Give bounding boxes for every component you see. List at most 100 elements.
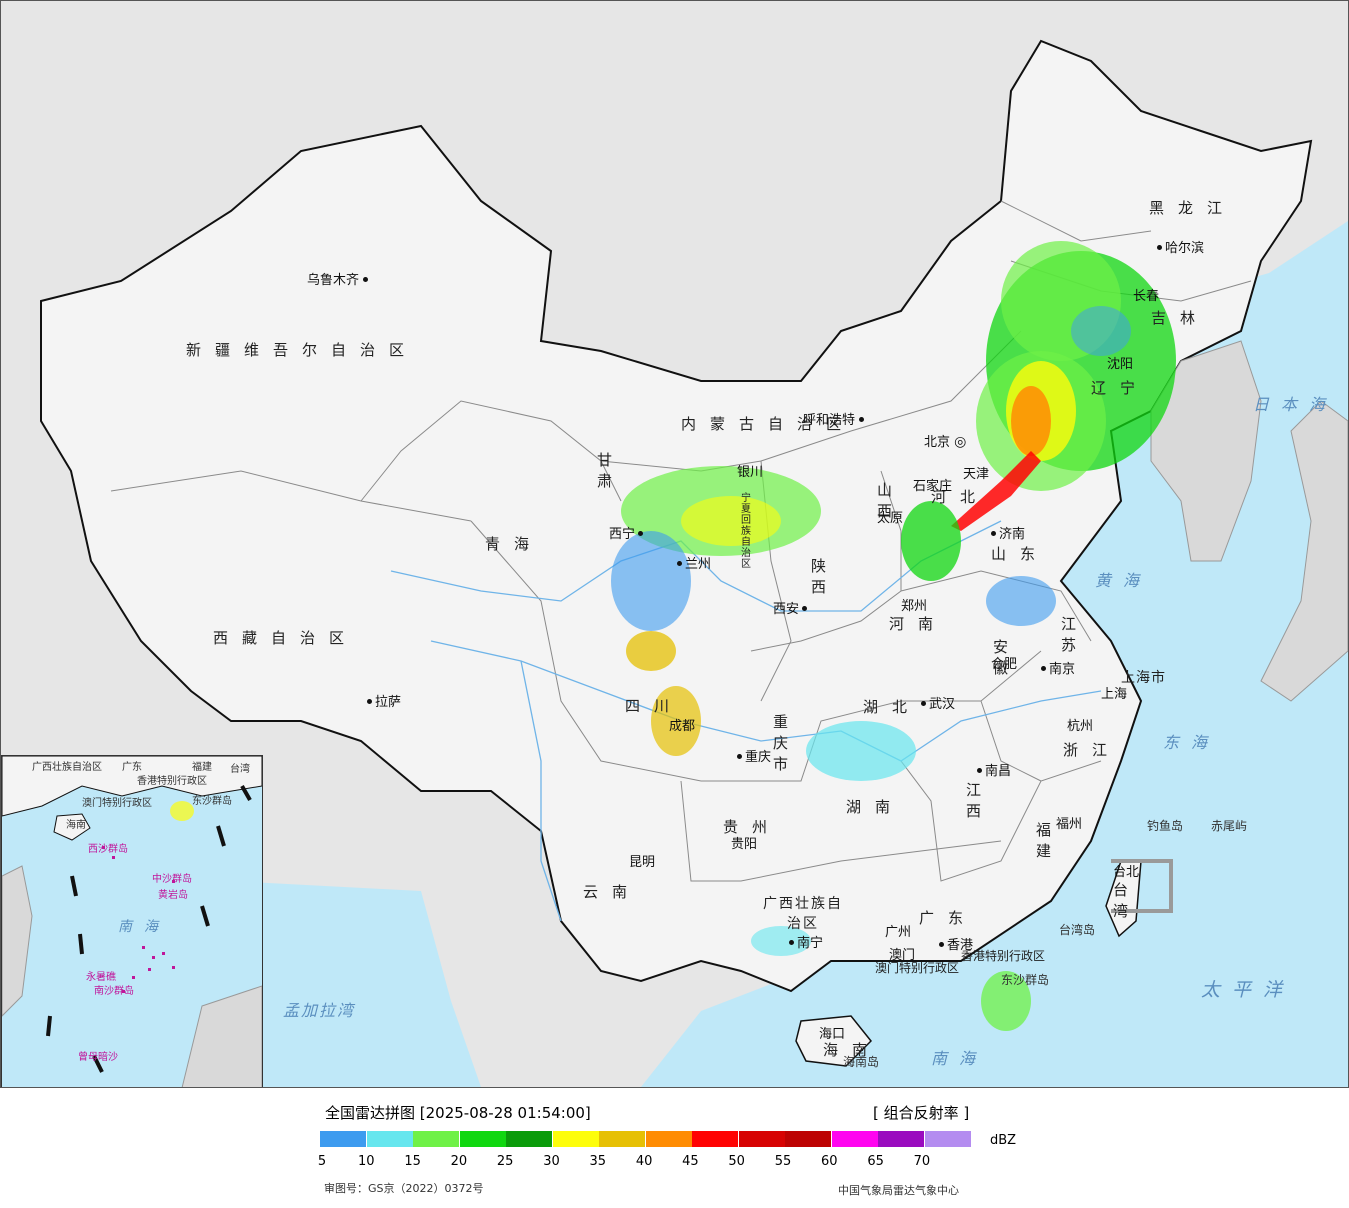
legend-tick-label: 60 [821,1154,838,1169]
province-label: 宁夏回族自治区 [741,493,751,570]
province-label: 广东 [919,909,978,927]
legend-tick-label: 30 [543,1154,560,1169]
province-label: 新疆维吾尔自治区 [186,341,419,359]
city-label: 杭州 [1067,719,1094,734]
province-label: 台湾 [1113,881,1143,920]
city-label: 南昌 [977,760,1011,779]
sea-label: 太平洋 [1201,979,1295,1001]
legend-product: [ 组合反射率 ] [873,1104,970,1122]
legend-swatch [692,1131,738,1147]
legend-swatch [366,1131,413,1147]
city-label: 银川 [737,465,764,480]
sea-label: 南海 [931,1049,988,1068]
legend-swatch [878,1131,924,1147]
legend-tick-label: 65 [867,1154,884,1169]
province-label: 青海 [485,535,544,553]
legend-swatch [552,1131,599,1147]
city-label: 长春 [1133,289,1160,304]
city-label: 拉萨 [367,691,401,710]
inset-label: 永暑礁 [86,972,116,983]
review-number: 审图号：GS京（2022）0372号 [324,1182,484,1195]
city-label: 石家庄 [913,479,953,494]
city-label: 沈阳 [1107,357,1134,372]
city-label: 广州 [885,925,912,940]
province-label: 河北 [931,488,990,506]
island-label: 东沙群岛 [1001,973,1050,987]
inset-label: 黄岩岛 [158,890,188,901]
province-label: 陕西 [811,557,841,596]
inset-label: 海南 [66,820,86,831]
province-label: 江西 [966,781,996,820]
province-label: 甘肃 [597,451,613,490]
city-label: 武汉 [921,693,955,712]
city-label: 太原 [877,511,904,526]
legend-swatch [785,1131,831,1147]
radar-map[interactable]: 新疆维吾尔自治区 西藏自治区 青海 甘肃 内蒙古自治区 黑龙江 吉林 辽宁 河北… [0,0,1349,1088]
inset-label: 南沙群岛 [94,986,134,997]
inset-label: 香港特别行政区 [137,776,207,787]
city-label: 济南 [991,523,1025,542]
province-label: 澳门特别行政区 [875,961,960,975]
legend-swatch [645,1131,692,1147]
inset-label: 西沙群岛 [88,844,128,855]
legend-tick-label: 25 [496,1154,514,1169]
city-label: 北京 ◎ [924,434,967,450]
south-china-sea-inset: 广西壮族自治区 广东 福建 台湾 香港特别行政区 澳门特别行政区 海南 东沙群岛… [1,755,263,1087]
legend-swatch [413,1131,459,1147]
province-label: 四川 [625,697,684,715]
sea-label: 黄海 [1095,571,1152,590]
province-label: 内蒙古自治区 [681,415,856,433]
legend-swatch [320,1131,366,1147]
legend-tick-label: 35 [589,1154,607,1169]
data-source: 中国气象局雷达气象中心 [838,1184,959,1197]
island-label: 海南岛 [843,1055,880,1069]
city-label: 昆明 [629,855,656,870]
city-label: 南宁 [789,932,823,951]
legend-tick-label: 15 [404,1154,421,1169]
province-label: 河南 [889,615,948,633]
hainan-island [795,1015,873,1067]
island-label: 台湾岛 [1059,923,1096,937]
province-label: 吉林 [1151,309,1210,327]
province-label: 山西 [877,481,907,520]
city-label: 天津 [963,467,990,482]
city-label: 台北 [1113,865,1140,880]
legend-swatch [459,1131,506,1147]
inset-label: 中沙群岛 [152,874,192,885]
legend-tick-label: 70 [913,1154,931,1169]
legend-swatch [924,1131,971,1147]
inset-label: 广东 [122,762,142,773]
sea-label: 日本海 [1253,395,1338,414]
province-label: 黑龙江 [1149,199,1237,217]
city-label: 重庆 [737,746,771,765]
province-label: 山东 [991,545,1050,563]
inset-label: 台湾 [230,764,250,775]
legend-swatch [506,1131,552,1147]
legend-colorbar [320,1131,971,1147]
city-label: 哈尔滨 [1157,237,1204,256]
province-label: 浙江 [1063,741,1122,759]
province-label: 重庆市 [773,713,789,773]
inset-label: 曾母暗沙 [78,1052,118,1063]
city-label: 香港 [939,934,973,953]
legend-tick-label: 45 [682,1154,699,1169]
legend-tick-label: 40 [635,1154,653,1169]
city-label: 南京 [1041,658,1075,677]
map-canvas[interactable] [1,1,1348,1087]
province-label: 上海市 [1121,670,1166,686]
province-label: 江苏 [1061,615,1091,654]
inset-label: 广西壮族自治区 [32,762,102,773]
city-label: 成都 [669,719,696,734]
legend-tick-label: 50 [728,1154,745,1169]
province-label: 贵州 [723,818,782,836]
province-label: 西藏自治区 [213,629,359,647]
province-label: 湖北 [863,698,922,716]
city-label: 乌鲁木齐 [307,269,371,288]
legend-tick-label: 20 [450,1154,468,1169]
legend-panel: 全国雷达拼图 [2025-08-28 01:54:00] [ 组合反射率 ] 5… [0,1088,1349,1208]
radar-echoes [611,241,1176,1031]
island-label: 钓鱼岛 [1147,819,1184,833]
province-label: 海南 [823,1041,882,1059]
legend-title: 全国雷达拼图 [2025-08-28 01:54:00] [325,1104,591,1122]
province-label: 湖南 [846,798,905,816]
